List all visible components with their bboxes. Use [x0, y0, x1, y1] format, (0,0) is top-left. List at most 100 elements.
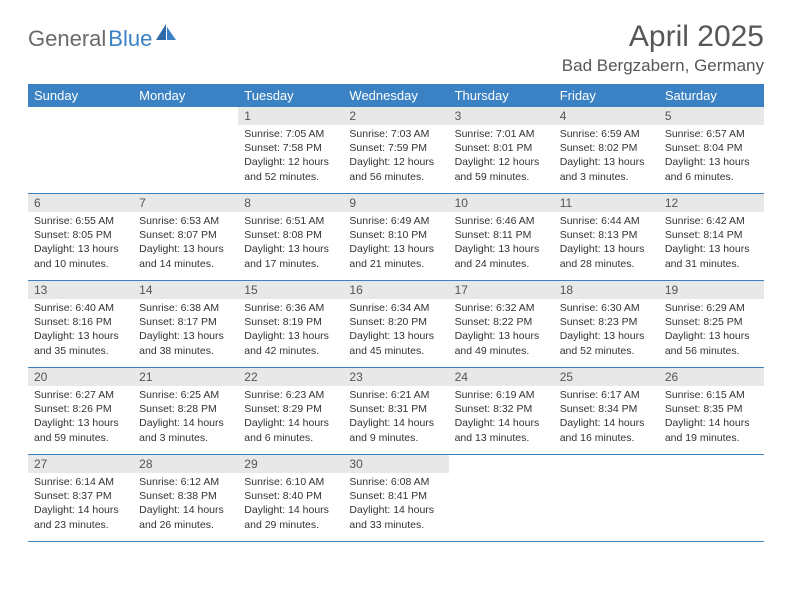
calendar-cell: 17Sunrise: 6:32 AMSunset: 8:22 PMDayligh… — [449, 281, 554, 368]
day-content: Sunrise: 6:36 AMSunset: 8:19 PMDaylight:… — [238, 299, 343, 362]
day-number: 24 — [449, 368, 554, 386]
daylight-text: Daylight: 13 hours and 6 minutes. — [665, 155, 758, 183]
title-block: April 2025 Bad Bergzabern, Germany — [562, 20, 764, 76]
day-content: Sunrise: 6:53 AMSunset: 8:07 PMDaylight:… — [133, 212, 238, 275]
sunrise-text: Sunrise: 6:42 AM — [665, 214, 758, 228]
calendar-cell: 11Sunrise: 6:44 AMSunset: 8:13 PMDayligh… — [554, 194, 659, 281]
day-number: 28 — [133, 455, 238, 473]
day-number: 16 — [343, 281, 448, 299]
sunset-text: Sunset: 8:16 PM — [34, 315, 127, 329]
daylight-text: Daylight: 13 hours and 14 minutes. — [139, 242, 232, 270]
sunrise-text: Sunrise: 7:05 AM — [244, 127, 337, 141]
sunset-text: Sunset: 8:08 PM — [244, 228, 337, 242]
location: Bad Bergzabern, Germany — [562, 56, 764, 76]
calendar-cell: 2Sunrise: 7:03 AMSunset: 7:59 PMDaylight… — [343, 107, 448, 194]
day-content: Sunrise: 6:55 AMSunset: 8:05 PMDaylight:… — [28, 212, 133, 275]
page: GeneralBlue April 2025 Bad Bergzabern, G… — [0, 0, 792, 562]
sunset-text: Sunset: 8:32 PM — [455, 402, 548, 416]
sunrise-text: Sunrise: 6:36 AM — [244, 301, 337, 315]
day-number: 12 — [659, 194, 764, 212]
sunset-text: Sunset: 8:37 PM — [34, 489, 127, 503]
sunrise-text: Sunrise: 6:19 AM — [455, 388, 548, 402]
sunrise-text: Sunrise: 6:10 AM — [244, 475, 337, 489]
calendar-cell: 28Sunrise: 6:12 AMSunset: 8:38 PMDayligh… — [133, 455, 238, 542]
daylight-text: Daylight: 12 hours and 52 minutes. — [244, 155, 337, 183]
logo-text-1: General — [28, 26, 106, 52]
day-content: Sunrise: 7:01 AMSunset: 8:01 PMDaylight:… — [449, 125, 554, 188]
sunrise-text: Sunrise: 6:34 AM — [349, 301, 442, 315]
calendar-cell: 1 Sunrise: 7:05 AMSunset: 7:58 PMDaylight… — [238, 107, 343, 194]
day-number: 1 — [238, 107, 343, 125]
sunrise-text: Sunrise: 6:53 AM — [139, 214, 232, 228]
sunset-text: Sunset: 8:29 PM — [244, 402, 337, 416]
sunrise-text: Sunrise: 6:27 AM — [34, 388, 127, 402]
header: GeneralBlue April 2025 Bad Bergzabern, G… — [28, 20, 764, 76]
day-content: Sunrise: 7:03 AMSunset: 7:59 PMDaylight:… — [343, 125, 448, 188]
day-number: 29 — [238, 455, 343, 473]
sunset-text: Sunset: 8:19 PM — [244, 315, 337, 329]
day-content: Sunrise: 6:25 AMSunset: 8:28 PMDaylight:… — [133, 386, 238, 449]
sunset-text: Sunset: 8:04 PM — [665, 141, 758, 155]
sunset-text: Sunset: 8:26 PM — [34, 402, 127, 416]
sunset-text: Sunset: 8:17 PM — [139, 315, 232, 329]
calendar-cell: 29Sunrise: 6:10 AMSunset: 8:40 PMDayligh… — [238, 455, 343, 542]
calendar-row: 20Sunrise: 6:27 AMSunset: 8:26 PMDayligh… — [28, 368, 764, 455]
sunset-text: Sunset: 8:28 PM — [139, 402, 232, 416]
calendar-cell: 10Sunrise: 6:46 AMSunset: 8:11 PMDayligh… — [449, 194, 554, 281]
calendar-cell: 15Sunrise: 6:36 AMSunset: 8:19 PMDayligh… — [238, 281, 343, 368]
day-content: Sunrise: 6:57 AMSunset: 8:04 PMDaylight:… — [659, 125, 764, 188]
daylight-text: Daylight: 13 hours and 38 minutes. — [139, 329, 232, 357]
weekday-header: Thursday — [449, 84, 554, 107]
daylight-text: Daylight: 14 hours and 19 minutes. — [665, 416, 758, 444]
sunrise-text: Sunrise: 6:23 AM — [244, 388, 337, 402]
day-content: Sunrise: 6:08 AMSunset: 8:41 PMDaylight:… — [343, 473, 448, 536]
weekday-header: Monday — [133, 84, 238, 107]
sunset-text: Sunset: 7:58 PM — [244, 141, 337, 155]
sunrise-text: Sunrise: 6:17 AM — [560, 388, 653, 402]
day-content: Sunrise: 6:21 AMSunset: 8:31 PMDaylight:… — [343, 386, 448, 449]
day-content: Sunrise: 6:10 AMSunset: 8:40 PMDaylight:… — [238, 473, 343, 536]
calendar-cell: 21Sunrise: 6:25 AMSunset: 8:28 PMDayligh… — [133, 368, 238, 455]
day-number: 14 — [133, 281, 238, 299]
calendar-cell: 30Sunrise: 6:08 AMSunset: 8:41 PMDayligh… — [343, 455, 448, 542]
calendar-cell: 16Sunrise: 6:34 AMSunset: 8:20 PMDayligh… — [343, 281, 448, 368]
daylight-text: Daylight: 12 hours and 59 minutes. — [455, 155, 548, 183]
daylight-text: Daylight: 13 hours and 49 minutes. — [455, 329, 548, 357]
logo: GeneralBlue — [28, 26, 178, 52]
sunset-text: Sunset: 8:22 PM — [455, 315, 548, 329]
day-content: Sunrise: 6:27 AMSunset: 8:26 PMDaylight:… — [28, 386, 133, 449]
day-content: Sunrise: 6:15 AMSunset: 8:35 PMDaylight:… — [659, 386, 764, 449]
day-number: 27 — [28, 455, 133, 473]
weekday-header: Friday — [554, 84, 659, 107]
sunrise-text: Sunrise: 6:44 AM — [560, 214, 653, 228]
calendar-cell: 7Sunrise: 6:53 AMSunset: 8:07 PMDaylight… — [133, 194, 238, 281]
sunset-text: Sunset: 8:02 PM — [560, 141, 653, 155]
sunrise-text: Sunrise: 6:32 AM — [455, 301, 548, 315]
day-number: 18 — [554, 281, 659, 299]
day-number: 11 — [554, 194, 659, 212]
calendar-cell — [133, 107, 238, 194]
sunset-text: Sunset: 8:35 PM — [665, 402, 758, 416]
calendar-cell: 20Sunrise: 6:27 AMSunset: 8:26 PMDayligh… — [28, 368, 133, 455]
sunset-text: Sunset: 8:11 PM — [455, 228, 548, 242]
sunrise-text: Sunrise: 6:49 AM — [349, 214, 442, 228]
sunset-text: Sunset: 8:40 PM — [244, 489, 337, 503]
day-content: Sunrise: 6:49 AMSunset: 8:10 PMDaylight:… — [343, 212, 448, 275]
sunset-text: Sunset: 8:25 PM — [665, 315, 758, 329]
calendar-cell: 19Sunrise: 6:29 AMSunset: 8:25 PMDayligh… — [659, 281, 764, 368]
sunrise-text: Sunrise: 6:30 AM — [560, 301, 653, 315]
calendar-cell — [449, 455, 554, 542]
daylight-text: Daylight: 13 hours and 52 minutes. — [560, 329, 653, 357]
sunrise-text: Sunrise: 6:14 AM — [34, 475, 127, 489]
calendar-cell: 12Sunrise: 6:42 AMSunset: 8:14 PMDayligh… — [659, 194, 764, 281]
daylight-text: Daylight: 13 hours and 42 minutes. — [244, 329, 337, 357]
sunset-text: Sunset: 8:31 PM — [349, 402, 442, 416]
daylight-text: Daylight: 13 hours and 10 minutes. — [34, 242, 127, 270]
day-number: 30 — [343, 455, 448, 473]
day-number: 20 — [28, 368, 133, 386]
weekday-header-row: Sunday Monday Tuesday Wednesday Thursday… — [28, 84, 764, 107]
day-content: Sunrise: 6:30 AMSunset: 8:23 PMDaylight:… — [554, 299, 659, 362]
logo-text-2: Blue — [108, 26, 152, 52]
daylight-text: Daylight: 13 hours and 35 minutes. — [34, 329, 127, 357]
sunrise-text: Sunrise: 6:57 AM — [665, 127, 758, 141]
